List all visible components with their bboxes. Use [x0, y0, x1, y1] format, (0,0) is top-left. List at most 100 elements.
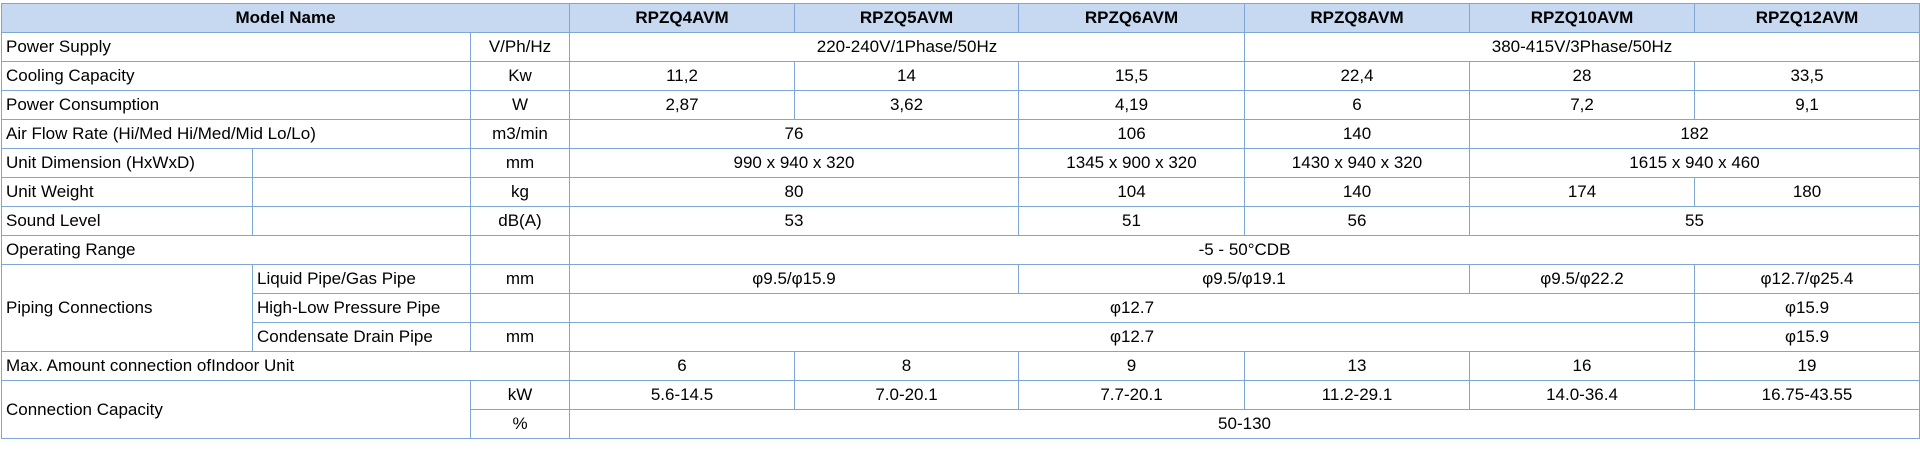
cell: 174: [1469, 177, 1696, 207]
row: Sound Level dB(A) 53 51 56 55: [1, 206, 1920, 236]
header-cell: Model Name: [0, 3, 571, 33]
unit: Kw: [469, 61, 571, 91]
label: Power Consumption: [1, 90, 471, 120]
cell: 7,2: [1469, 90, 1696, 120]
cell: 11.2-29.1: [1244, 380, 1471, 410]
label: Max. Amount connection ofIndoor Unit: [0, 351, 571, 381]
cell: 15,5: [1018, 61, 1246, 91]
cell: 140: [1244, 177, 1471, 207]
cell: 5.6-14.5: [569, 380, 796, 410]
cell: 76: [569, 119, 1020, 149]
row: Power Consumption W 2,87 3,62 4,19 6 7,2…: [1, 90, 1920, 120]
row: Cooling Capacity Kw 11,2 14 15,5 22,4 28…: [1, 61, 1920, 91]
cell: 7.7-20.1: [1018, 380, 1246, 410]
cell: φ9.5/φ22.2: [1469, 264, 1696, 294]
row: Max. Amount connection ofIndoor Unit 6 8…: [0, 351, 1920, 381]
cell: φ15.9: [1694, 322, 1920, 352]
unit: mm: [469, 148, 571, 178]
cell: 16.75-43.55: [1694, 380, 1920, 410]
cell: 11,2: [569, 61, 796, 91]
cell: 380-415V/3Phase/50Hz: [1244, 32, 1920, 62]
cell: 7.0-20.1: [794, 380, 1020, 410]
cell: 104: [1018, 177, 1246, 207]
cell: 28: [1469, 61, 1696, 91]
model-name: RPZQ10AVM: [1469, 3, 1696, 33]
unit: dB(A): [469, 206, 571, 236]
cell: 8: [794, 351, 1020, 381]
row: Piping Connections Liquid Pipe/Gas Pipe …: [1, 264, 1920, 352]
label: Unit Dimension (HxWxD): [1, 148, 253, 178]
model-name: RPZQ4AVM: [569, 3, 796, 33]
row: High-Low Pressure Pipe φ12.7 φ15.9: [2, 293, 1920, 323]
row: Connection Capacity kW 5.6-14.5 7.0-20.1…: [1, 380, 1920, 439]
cell: φ12.7: [569, 322, 1696, 352]
row: Unit Dimension (HxWxD) mm 990 x 940 x 32…: [1, 148, 1920, 178]
cell: 19: [1694, 351, 1920, 381]
unit: %: [469, 409, 571, 439]
row: Power Supply V/Ph/Hz 220-240V/1Phase/50H…: [1, 32, 1920, 62]
row: Air Flow Rate (Hi/Med Hi/Med/Mid Lo/Lo) …: [1, 119, 1920, 149]
cell: 22,4: [1244, 61, 1471, 91]
unit: m3/min: [469, 119, 571, 149]
sub-label: Liquid Pipe/Gas Pipe: [252, 264, 471, 294]
unit: mm: [469, 264, 571, 294]
model-name: RPZQ8AVM: [1244, 3, 1471, 33]
spec-table: Model Name RPZQ4AVM RPZQ5AVM RPZQ6AVM RP…: [0, 3, 1920, 439]
label: Unit Weight: [1, 177, 253, 207]
unit: kW: [469, 380, 571, 410]
cell: 1430 x 940 x 320: [1244, 148, 1471, 178]
cell: 9: [1018, 351, 1246, 381]
cell: φ9.5/φ19.1: [1018, 264, 1471, 294]
cell: 106: [1018, 119, 1246, 149]
label: Sound Level: [1, 206, 253, 236]
cell: 14.0-36.4: [1469, 380, 1696, 410]
cell: 220-240V/1Phase/50Hz: [569, 32, 1246, 62]
cell: 9,1: [1694, 90, 1920, 120]
cell: 16: [1469, 351, 1696, 381]
cell: φ12.7/φ25.4: [1694, 264, 1920, 294]
model-name: RPZQ5AVM: [794, 3, 1020, 33]
cell: φ15.9: [1694, 293, 1920, 323]
cell: 14: [794, 61, 1020, 91]
label: Operating Range: [1, 235, 471, 265]
cell: 4,19: [1018, 90, 1246, 120]
label: Air Flow Rate (Hi/Med Hi/Med/Mid Lo/Lo): [1, 119, 471, 149]
unit: W: [469, 90, 571, 120]
cell: 51: [1018, 206, 1246, 236]
label: Power Supply: [1, 32, 471, 62]
cell: 56: [1244, 206, 1471, 236]
row: % 50-130: [2, 409, 1920, 439]
empty-cell: [252, 148, 471, 178]
cell: 50-130: [569, 409, 1920, 439]
sub-label: High-Low Pressure Pipe: [252, 293, 471, 323]
model-name: RPZQ6AVM: [1018, 3, 1246, 33]
cell: 1345 x 900 x 320: [1018, 148, 1246, 178]
cell: 990 x 940 x 320: [569, 148, 1020, 178]
cell: 180: [1694, 177, 1920, 207]
row: Unit Weight kg 80 104 140 174 180: [1, 177, 1920, 207]
unit: V/Ph/Hz: [469, 32, 571, 62]
cell: 1615 x 940 x 460: [1469, 148, 1920, 178]
cell: 13: [1244, 351, 1471, 381]
cell: 182: [1469, 119, 1920, 149]
cell: 6: [1244, 90, 1471, 120]
cell: 3,62: [794, 90, 1020, 120]
empty-cell: [252, 177, 471, 207]
cell: 6: [569, 351, 796, 381]
unit: kg: [469, 177, 571, 207]
label: Cooling Capacity: [1, 61, 471, 91]
header-row: Model Name RPZQ4AVM RPZQ5AVM RPZQ6AVM RP…: [0, 3, 1920, 33]
label: Connection Capacity: [1, 380, 471, 439]
label: Piping Connections: [1, 264, 253, 352]
cell: 2,87: [569, 90, 796, 120]
empty-cell: [469, 293, 571, 323]
model-name: RPZQ12AVM: [1694, 3, 1920, 33]
row: Operating Range -5 - 50°CDB: [1, 235, 1920, 265]
row: Condensate Drain Pipe mm φ12.7 φ15.9: [2, 322, 1920, 352]
empty-cell: [252, 206, 471, 236]
cell: 53: [569, 206, 1020, 236]
unit: mm: [469, 322, 571, 352]
cell: 140: [1244, 119, 1471, 149]
cell: 33,5: [1694, 61, 1920, 91]
cell: φ12.7: [569, 293, 1696, 323]
